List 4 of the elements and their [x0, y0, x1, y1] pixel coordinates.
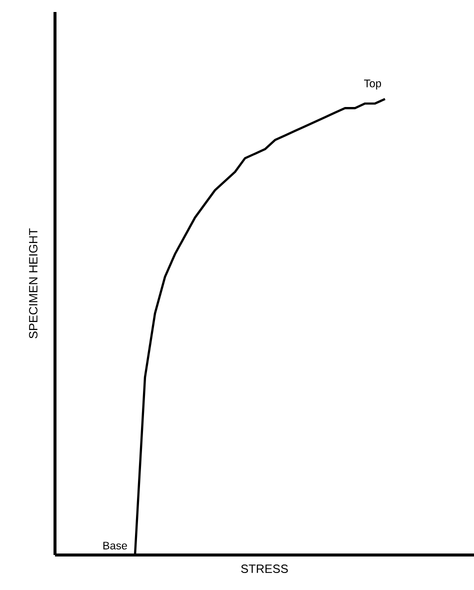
y-axis-title: SPECIMEN HEIGHT [29, 228, 38, 338]
text: Top [364, 80, 382, 90]
x-axis-title: STRESS [241, 564, 288, 573]
annotation: Base [103, 542, 127, 550]
